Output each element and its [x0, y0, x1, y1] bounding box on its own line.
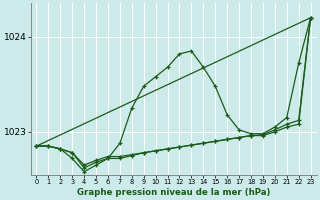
X-axis label: Graphe pression niveau de la mer (hPa): Graphe pression niveau de la mer (hPa) [77, 188, 270, 197]
